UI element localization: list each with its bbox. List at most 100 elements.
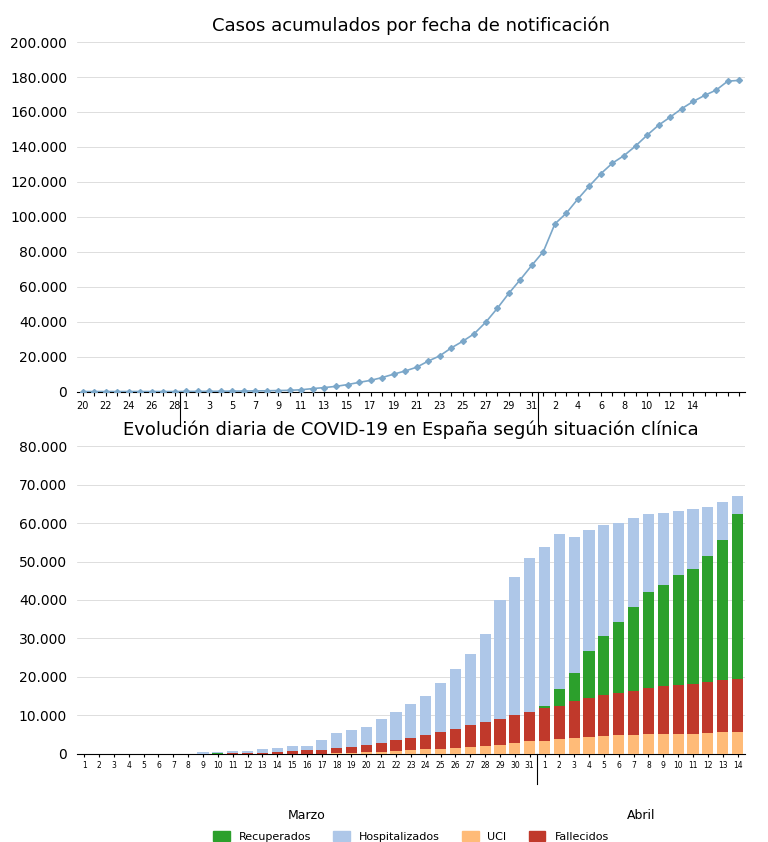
Bar (495, 719, 505, 754)
Bar (687, 569, 699, 754)
Bar (346, 747, 357, 754)
Bar (717, 502, 728, 754)
Bar (331, 733, 343, 754)
Bar (465, 653, 476, 754)
Bar (420, 745, 432, 754)
Bar (435, 749, 446, 754)
Bar (687, 509, 699, 754)
Bar (450, 728, 461, 754)
Bar (376, 719, 387, 754)
Bar (702, 557, 713, 754)
Bar (598, 525, 610, 754)
Bar (212, 752, 223, 754)
Bar (465, 726, 476, 754)
Bar (406, 749, 416, 754)
Bar (376, 752, 387, 754)
Bar (272, 753, 283, 754)
Bar (479, 722, 491, 754)
Bar (568, 738, 580, 754)
Bar (554, 689, 565, 754)
Bar (584, 530, 594, 754)
Bar (406, 738, 416, 754)
Bar (657, 686, 669, 754)
Bar (628, 735, 639, 754)
Bar (539, 546, 550, 754)
Bar (613, 622, 624, 754)
Bar (584, 651, 594, 754)
Bar (732, 732, 743, 754)
Bar (657, 585, 669, 754)
Bar (420, 749, 432, 754)
Bar (272, 748, 283, 754)
Bar (613, 523, 624, 754)
Text: Abril: Abril (604, 447, 633, 461)
Bar (598, 695, 610, 754)
Bar (702, 733, 713, 754)
Bar (732, 514, 743, 754)
Bar (390, 751, 402, 754)
Bar (673, 734, 684, 754)
Bar (406, 748, 416, 754)
Bar (435, 732, 446, 754)
Bar (732, 679, 743, 754)
Bar (361, 745, 372, 754)
Bar (286, 751, 298, 754)
Bar (435, 745, 446, 754)
Bar (643, 592, 654, 754)
Bar (584, 698, 594, 754)
Text: Fuente: RENAVE. ISCIII-CCAES: Fuente: RENAVE. ISCIII-CCAES (600, 476, 745, 485)
Bar (420, 735, 432, 754)
Bar (554, 739, 565, 754)
Bar (568, 536, 580, 754)
Legend: Recuperados, Hospitalizados, UCI, Fallecidos: Recuperados, Hospitalizados, UCI, Fallec… (209, 827, 613, 842)
Bar (286, 746, 298, 754)
Bar (524, 557, 535, 754)
Text: Febrero: Febrero (105, 447, 152, 461)
Bar (479, 635, 491, 754)
Bar (524, 742, 535, 754)
Bar (628, 607, 639, 754)
Bar (376, 743, 387, 754)
Bar (554, 534, 565, 754)
Bar (643, 514, 654, 754)
Bar (361, 727, 372, 754)
Bar (420, 695, 432, 754)
Bar (717, 680, 728, 754)
Bar (316, 739, 327, 754)
Bar (450, 669, 461, 754)
Bar (509, 577, 521, 754)
Bar (390, 740, 402, 754)
Bar (346, 730, 357, 754)
Bar (673, 511, 684, 754)
Bar (539, 706, 550, 754)
Bar (568, 674, 580, 754)
Bar (435, 683, 446, 754)
Bar (479, 739, 491, 754)
Bar (316, 749, 327, 754)
Bar (376, 752, 387, 754)
Bar (643, 734, 654, 754)
Bar (509, 735, 521, 754)
Bar (539, 708, 550, 754)
Bar (554, 706, 565, 754)
Title: Casos acumulados por fecha de notificación: Casos acumulados por fecha de notificaci… (212, 17, 610, 35)
Bar (643, 689, 654, 754)
Bar (346, 752, 357, 754)
Bar (390, 748, 402, 754)
Bar (450, 748, 461, 754)
Bar (361, 753, 372, 754)
Bar (465, 747, 476, 754)
Bar (509, 743, 521, 754)
Bar (495, 739, 505, 754)
Bar (702, 682, 713, 754)
Bar (227, 750, 238, 754)
Bar (301, 750, 313, 754)
Bar (732, 496, 743, 754)
Bar (717, 540, 728, 754)
Bar (598, 736, 610, 754)
Bar (613, 735, 624, 754)
Bar (598, 637, 610, 754)
Title: Evolución diaria de COVID-19 en España según situación clínica: Evolución diaria de COVID-19 en España s… (123, 421, 699, 440)
Bar (406, 704, 416, 754)
Bar (509, 715, 521, 754)
